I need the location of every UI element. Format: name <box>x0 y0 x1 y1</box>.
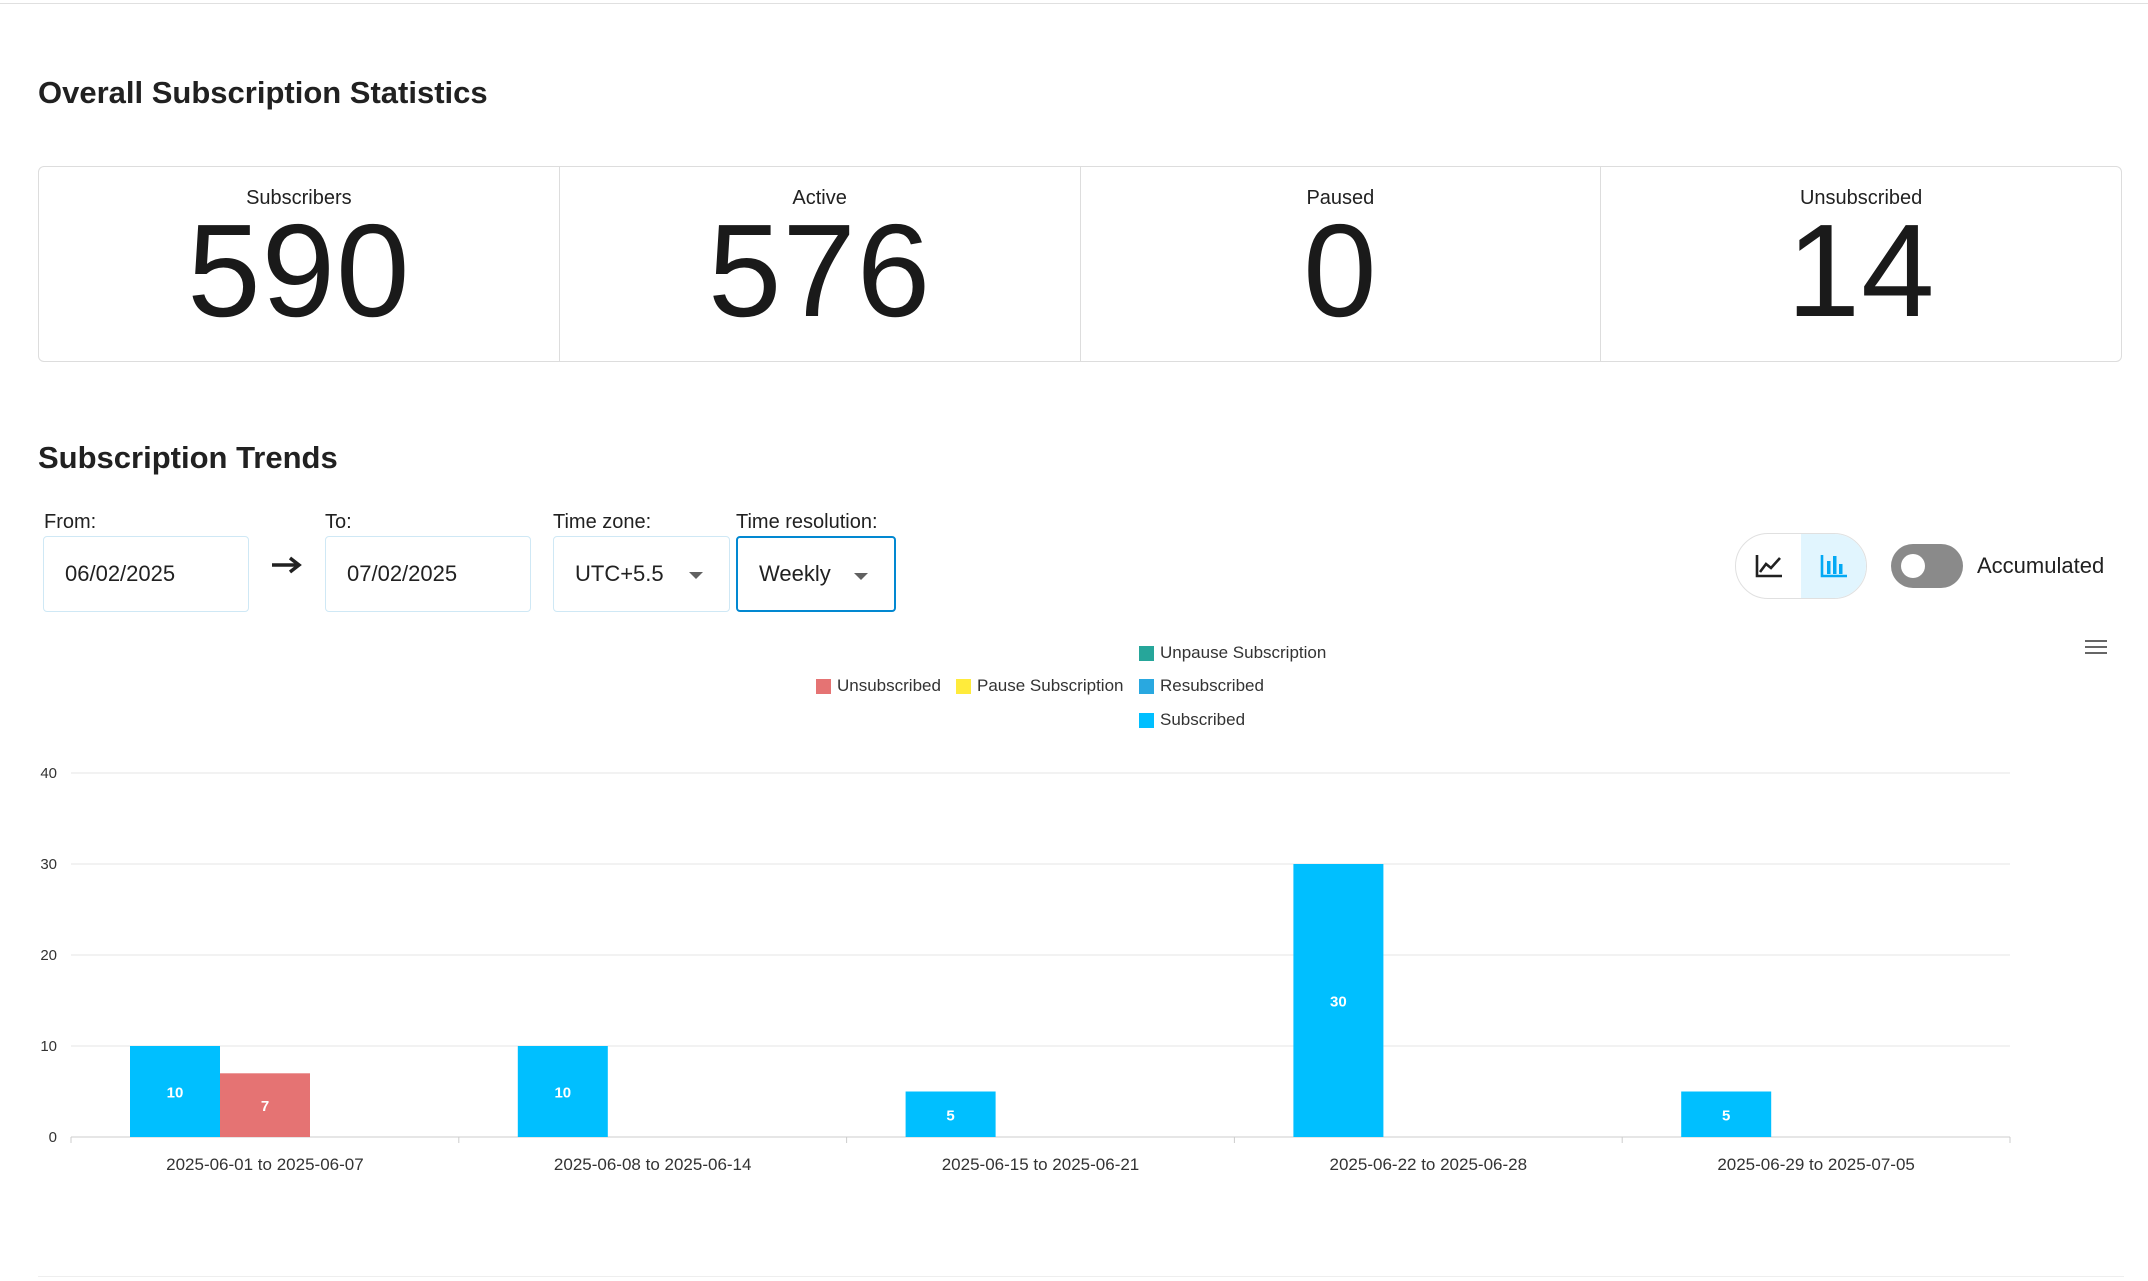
y-tick-label: 30 <box>40 856 57 873</box>
legend-swatch <box>956 678 971 694</box>
bar-data-label: 5 <box>1722 1107 1730 1124</box>
y-tick-label: 40 <box>40 765 57 782</box>
stat-card-subscribers: Subscribers 590 <box>39 167 560 361</box>
legend-unpause-subscription[interactable]: Unpause Subscription <box>1139 643 1326 663</box>
bar-chart-icon <box>1820 555 1847 578</box>
stat-label: Active <box>792 187 847 209</box>
legend-label: Unpause Subscription <box>1160 643 1327 662</box>
legend-unsubscribed[interactable]: Unsubscribed <box>816 676 941 696</box>
resolution-select[interactable]: Weekly <box>736 536 896 612</box>
bar-subscribed <box>1293 864 1384 1137</box>
legend-swatch <box>1139 645 1154 661</box>
x-category-label: 2025-06-22 to 2025-06-28 <box>1330 1155 1528 1174</box>
bottom-divider <box>38 1276 2124 1277</box>
stat-card-unsubscribed: Unsubscribed 14 <box>1601 167 2121 361</box>
trends-section-title: Subscription Trends <box>38 440 338 475</box>
bar-unsubscribed <box>220 1073 310 1137</box>
bar-data-label: 5 <box>946 1107 954 1124</box>
stat-label: Unsubscribed <box>1799 187 1923 209</box>
y-tick-label: 0 <box>49 1129 57 1146</box>
x-category-label: 2025-06-15 to 2025-06-21 <box>942 1155 1140 1174</box>
line-chart-icon <box>1755 555 1782 578</box>
timezone-label: Time zone: <box>553 511 652 533</box>
legend-label: Unsubscribed <box>837 676 941 695</box>
to-date-input[interactable]: 07/02/2025 <box>325 536 531 612</box>
legend-pause-subscription[interactable]: Pause Subscription <box>956 676 1123 696</box>
resolution-value: Weekly <box>759 561 831 586</box>
timezone-select[interactable]: UTC+5.5 <box>553 536 730 612</box>
to-date-value: 07/02/2025 <box>347 561 458 586</box>
top-divider <box>0 3 2148 4</box>
bar-data-label: 10 <box>167 1085 184 1102</box>
stats-cards: Subscribers 590 Active 576 Paused 0 Unsu… <box>38 166 2122 362</box>
bar-chart-button[interactable] <box>1801 534 1866 598</box>
resolution-label: Time resolution: <box>736 511 878 533</box>
chart-type-toggle <box>1735 533 1867 599</box>
bar-data-label: 7 <box>261 1098 269 1115</box>
bar-subscribed <box>1681 1091 1772 1137</box>
stat-value: 14 <box>1786 197 1936 344</box>
legend-label: Pause Subscription <box>977 676 1124 695</box>
to-label: To: <box>325 511 352 533</box>
legend-label: Resubscribed <box>1160 676 1264 695</box>
legend-swatch <box>1139 712 1154 728</box>
arrow-right-icon <box>272 556 302 574</box>
bar-data-label: 10 <box>554 1085 571 1102</box>
timezone-value: UTC+5.5 <box>575 561 664 586</box>
chevron-down-icon <box>854 573 868 580</box>
toggle-knob <box>1901 554 1925 578</box>
from-label: From: <box>44 511 97 533</box>
line-chart-button[interactable] <box>1736 534 1801 598</box>
x-category-label: 2025-06-01 to 2025-06-07 <box>166 1155 364 1174</box>
bar-subscribed <box>130 1046 220 1137</box>
stat-value: 576 <box>708 197 932 344</box>
stat-card-active: Active 576 <box>560 167 1081 361</box>
x-category-label: 2025-06-29 to 2025-07-05 <box>1717 1155 1915 1174</box>
hamburger-menu-icon[interactable] <box>2084 637 2110 657</box>
from-date-value: 06/02/2025 <box>65 561 176 586</box>
chevron-down-icon <box>689 572 703 579</box>
stats-section-title: Overall Subscription Statistics <box>38 75 488 110</box>
x-category-label: 2025-06-08 to 2025-06-14 <box>554 1155 752 1174</box>
legend-swatch <box>1139 678 1154 694</box>
y-tick-label: 10 <box>40 1038 57 1055</box>
legend-subscribed[interactable]: Subscribed <box>1139 710 1245 730</box>
bar-subscribed <box>517 1046 608 1137</box>
legend-resubscribed[interactable]: Resubscribed <box>1139 676 1264 696</box>
stat-value: 0 <box>1303 197 1378 344</box>
stat-value: 590 <box>187 197 411 344</box>
bar-data-label: 30 <box>1330 994 1347 1011</box>
from-date-input[interactable]: 06/02/2025 <box>43 536 249 612</box>
stat-label: Subscribers <box>246 187 352 209</box>
legend-label: Subscribed <box>1160 710 1246 729</box>
accumulated-label: Accumulated <box>1977 553 2105 578</box>
bar-subscribed <box>905 1091 996 1137</box>
legend-swatch <box>816 678 831 694</box>
y-tick-label: 20 <box>40 947 57 964</box>
stat-label: Paused <box>1306 187 1375 209</box>
stat-card-paused: Paused 0 <box>1081 167 1602 361</box>
